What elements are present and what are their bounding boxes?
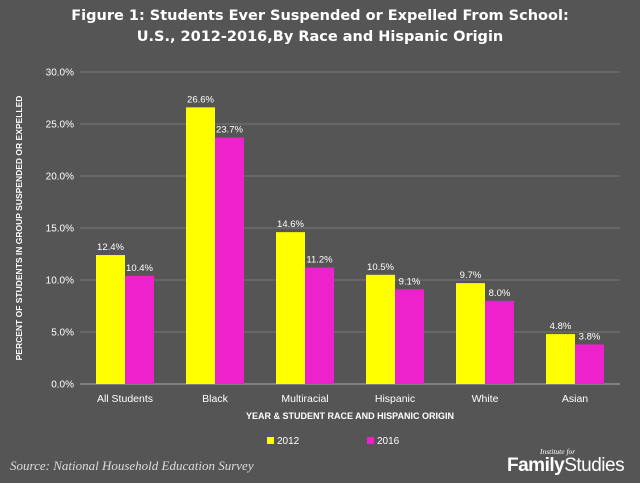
x-tick-label: Asian (562, 393, 588, 405)
data-label: 10.5% (367, 262, 394, 273)
y-axis-label: PERCENT OF STUDENTS IN GROUP SUSPENDED O… (14, 96, 24, 361)
bar (305, 267, 334, 384)
source-note: Source: National Household Education Sur… (10, 458, 254, 473)
bar (125, 275, 154, 384)
data-label: 14.6% (277, 219, 304, 230)
x-tick-label: Multiracial (281, 393, 328, 405)
data-label: 12.4% (97, 242, 124, 253)
data-label: 23.7% (216, 125, 243, 136)
data-label: 9.1% (399, 276, 421, 287)
legend-label: 2016 (377, 436, 400, 447)
bar (395, 289, 424, 384)
y-tick-label: 20.0% (46, 172, 74, 183)
y-tick-label: 5.0% (51, 328, 74, 339)
bar (575, 344, 604, 384)
x-axis-label: YEAR & STUDENT RACE AND HISPANIC ORIGIN (246, 411, 454, 421)
logo-institute-text: Institute for (540, 447, 576, 456)
logo-family-studies: FamilyStudies (507, 455, 625, 477)
bar (456, 283, 485, 384)
y-tick-label: 15.0% (46, 224, 74, 235)
legend-swatch (367, 437, 374, 444)
x-tick-label: All Students (97, 393, 153, 405)
bar (215, 137, 244, 384)
x-tick-label: Hispanic (375, 393, 415, 405)
bar (366, 274, 395, 384)
data-label: 11.2% (306, 255, 333, 266)
y-tick-label: 0.0% (51, 380, 74, 391)
data-label: 4.8% (550, 321, 572, 332)
data-label: 26.6% (187, 94, 214, 105)
bar (546, 334, 575, 384)
chart-title-line2: U.S., 2012-2016,By Race and Hispanic Ori… (136, 29, 504, 45)
data-label: 3.8% (579, 331, 601, 342)
logo-family-text: Family (507, 455, 565, 476)
bar (276, 232, 305, 384)
data-label: 9.7% (460, 270, 482, 281)
data-label: 8.0% (489, 288, 511, 299)
chart-title-line1: Figure 1: Students Ever Suspended or Exp… (71, 8, 569, 24)
x-tick-label: Black (202, 393, 228, 405)
logo-studies-text: Studies (564, 455, 625, 476)
legend-swatch (267, 437, 274, 444)
data-label: 10.4% (126, 263, 153, 274)
bar (186, 107, 215, 385)
bar (96, 255, 125, 384)
legend-label: 2012 (277, 436, 300, 447)
y-tick-label: 30.0% (46, 68, 74, 79)
x-tick-label: White (472, 393, 499, 405)
y-tick-label: 25.0% (46, 120, 74, 131)
bar (485, 300, 514, 384)
y-tick-label: 10.0% (46, 276, 74, 287)
